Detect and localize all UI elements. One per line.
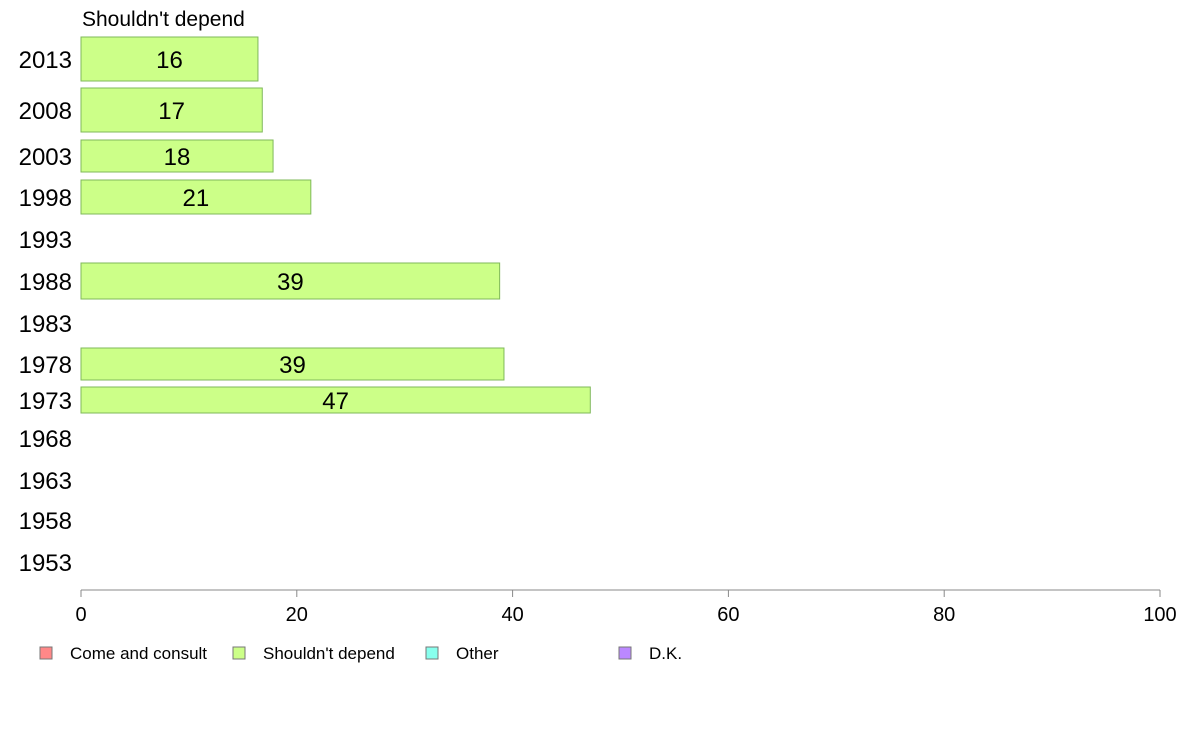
year-labels: 2013 2008 2003 1998 1993 1988 1983 1978 1973 1968… xyxy=(19,47,72,577)
bars xyxy=(80,36,591,414)
year-label-2008: 2008 xyxy=(19,98,72,125)
x-tick-label-100: 100 xyxy=(1143,604,1176,626)
bar-1998 xyxy=(80,179,312,215)
year-label-1988: 1988 xyxy=(19,269,72,296)
value-label-1973: 47 xyxy=(322,388,349,415)
bar-1978 xyxy=(80,347,505,381)
panel-title: Shouldn't depend xyxy=(82,8,245,31)
bar-2003 xyxy=(80,139,274,173)
bar-2013 xyxy=(80,36,259,82)
year-label-1953: 1953 xyxy=(19,550,72,577)
year-label-1963: 1963 xyxy=(19,468,72,495)
legend-label-1: Shouldn't depend xyxy=(263,644,395,663)
x-tick-label-0: 0 xyxy=(75,604,86,626)
x-tick-label-40: 40 xyxy=(501,604,523,626)
legend: Come and consult Shouldn't depend Other D.K… xyxy=(39,644,682,663)
value-label-1978: 39 xyxy=(279,352,306,379)
year-label-2013: 2013 xyxy=(19,47,72,74)
x-ticks: 0 20 40 60 80 100 xyxy=(75,590,1177,626)
value-labels: 16 17 18 21 39 39 47 xyxy=(156,47,349,415)
legend-label-0: Come and consult xyxy=(70,644,207,663)
value-label-1988: 39 xyxy=(277,269,304,296)
x-tick-label-20: 20 xyxy=(286,604,308,626)
legend-swatch-1 xyxy=(232,646,246,660)
value-label-1998: 21 xyxy=(183,185,210,212)
year-label-1978: 1978 xyxy=(19,352,72,379)
value-label-2003: 18 xyxy=(164,144,191,171)
legend-swatch-3 xyxy=(618,646,632,660)
legend-label-3: D.K. xyxy=(649,644,682,663)
value-label-2013: 16 xyxy=(156,47,183,74)
bar-2008 xyxy=(80,87,263,133)
year-label-1968: 1968 xyxy=(19,426,72,453)
x-tick-label-80: 80 xyxy=(933,604,955,626)
year-label-1983: 1983 xyxy=(19,311,72,338)
year-label-2003: 2003 xyxy=(19,144,72,171)
legend-label-2: Other xyxy=(456,644,499,663)
year-label-1973: 1973 xyxy=(19,388,72,415)
value-label-2008: 17 xyxy=(158,98,185,125)
legend-swatch-2 xyxy=(425,646,439,660)
legend-swatch-0 xyxy=(39,646,53,660)
bar-1988 xyxy=(80,262,501,300)
x-tick-label-60: 60 xyxy=(717,604,739,626)
bar-1973 xyxy=(80,386,591,414)
year-label-1998: 1998 xyxy=(19,185,72,212)
year-label-1993: 1993 xyxy=(19,227,72,254)
year-label-1958: 1958 xyxy=(19,508,72,535)
